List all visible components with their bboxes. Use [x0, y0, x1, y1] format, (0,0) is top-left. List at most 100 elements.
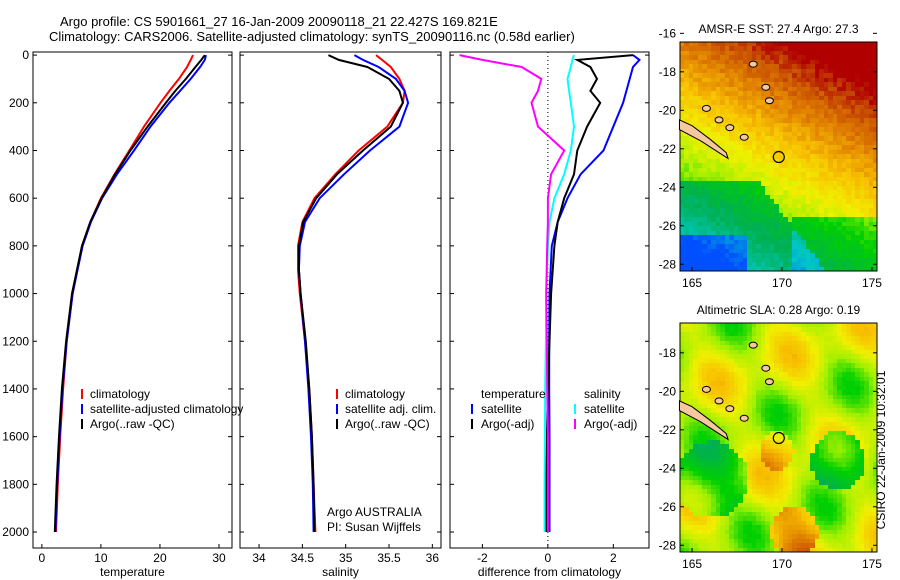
island: [739, 414, 749, 422]
y-tick-label: 2000: [2, 525, 29, 539]
island: [701, 385, 711, 393]
map-y-tick-label: -16: [659, 26, 677, 40]
map-y-tick-label: -28: [659, 257, 677, 271]
map-frame: [679, 41, 878, 272]
map-x-tick-label: 165: [682, 557, 702, 571]
map-x-tick-label: 175: [862, 557, 882, 571]
map-y-tick-label: -20: [659, 384, 677, 398]
map-y-tick-label: -22: [659, 423, 677, 437]
map-y-tick-label: -18: [659, 346, 677, 360]
legend-label: climatology: [90, 387, 150, 401]
x-tick-label: 35.5: [377, 551, 401, 565]
series-line-climatology: [55, 54, 194, 533]
map-y-tick-label: -28: [659, 538, 677, 552]
map-x-tick-label: 175: [862, 276, 882, 290]
series-line-temperature-satellite: [548, 54, 641, 532]
legend-label: Argo(..raw -QC): [345, 417, 430, 431]
map-y-tick-label: -20: [659, 103, 677, 117]
panel-frame-2: [449, 51, 650, 549]
map-x-tick-label: 170: [772, 276, 792, 290]
legend-label: Argo(-adj): [584, 417, 637, 431]
island: [748, 341, 758, 349]
annotation-line-2: PI: Susan Wijffels: [327, 520, 421, 534]
title-line-2: Climatology: CARS2006. Satellite-adjuste…: [49, 29, 575, 44]
island: [725, 405, 735, 413]
series-line-argo-raw-qc-: [297, 54, 404, 533]
x-tick-label: 0: [545, 551, 552, 565]
legend-group-title: salinity: [584, 387, 621, 401]
x-tick-label: 34: [252, 551, 266, 565]
y-tick-label: 1000: [2, 287, 29, 301]
island: [764, 97, 774, 105]
map-y-tick-label: -18: [659, 65, 677, 79]
panel-frame-1: [239, 51, 442, 549]
annotation-line-1: Argo AUSTRALIA: [327, 505, 422, 519]
sst-map-field: [680, 42, 877, 271]
x-axis-label: temperature: [100, 565, 165, 579]
legend-label: satellite: [481, 402, 522, 416]
x-tick-label: 35: [339, 551, 353, 565]
argo-float-marker: [772, 150, 785, 164]
y-tick-label: 400: [9, 143, 29, 157]
sla-map-field: [680, 323, 877, 552]
island: [701, 104, 711, 112]
map-y-tick-label: -24: [659, 461, 677, 475]
argo-float-marker: [772, 431, 785, 445]
series-line-argo-raw-qc-: [53, 54, 206, 533]
island: [748, 60, 758, 68]
legend-label: satellite: [584, 402, 625, 416]
island: [725, 124, 735, 132]
y-tick-label: 1200: [2, 334, 29, 348]
legend-label: climatology: [345, 387, 405, 401]
series-line-salinity-argo-adj-: [459, 54, 566, 532]
credit-text: CSIRO 22-Jan-2009 10:32:01: [874, 370, 888, 530]
y-tick-label: 600: [9, 191, 29, 205]
island: [714, 116, 724, 124]
y-tick-label: 1400: [2, 382, 29, 396]
y-tick-label: 1800: [2, 477, 29, 491]
legend-label: satellite-adjusted climatology: [90, 402, 243, 416]
x-tick-label: 34.5: [291, 551, 315, 565]
y-tick-label: 200: [9, 96, 29, 110]
x-axis-label: salinity: [322, 565, 359, 579]
y-tick-label: 800: [9, 239, 29, 253]
x-tick-label: -2: [477, 551, 488, 565]
panel-frame-0: [32, 51, 233, 549]
new-caledonia-land: [678, 119, 729, 160]
map-y-tick-label: -22: [659, 142, 677, 156]
x-tick-label: 30: [212, 551, 226, 565]
legend-label: Argo(-adj): [481, 417, 534, 431]
map-title: AMSR-E SST: 27.4 Argo: 27.3: [698, 22, 858, 36]
series-line-climatology: [297, 54, 406, 533]
map-frame: [679, 322, 878, 553]
map-x-tick-label: 170: [772, 557, 792, 571]
series-line-salinity-satellite: [543, 54, 576, 532]
map-y-tick-label: -26: [659, 500, 677, 514]
y-tick-label: 0: [22, 48, 29, 62]
island: [761, 83, 771, 91]
island: [714, 397, 724, 405]
title-line-1: Argo profile: CS 5901661_27 16-Jan-2009 …: [60, 14, 498, 29]
legend-label: Argo(..raw -QC): [90, 417, 175, 431]
legend-label: satellite adj. clim.: [345, 402, 436, 416]
map-y-tick-label: -24: [659, 180, 677, 194]
x-tick-label: 0: [39, 551, 46, 565]
island: [761, 364, 771, 372]
y-tick-label: 1600: [2, 430, 29, 444]
island: [764, 378, 774, 386]
legend-group-title: temperature: [481, 387, 546, 401]
series-line-temperature-argo-adj-: [545, 54, 634, 532]
x-tick-label: 36: [426, 551, 440, 565]
x-tick-label: 2: [610, 551, 617, 565]
map-title: Altimetric SLA: 0.28 Argo: 0.19: [697, 303, 861, 317]
map-y-tick-label: -26: [659, 219, 677, 233]
x-tick-label: 20: [153, 551, 167, 565]
series-line-satellite-adjusted-climatology: [54, 54, 207, 533]
x-axis-label: difference from climatology: [478, 565, 621, 579]
island: [739, 133, 749, 141]
new-caledonia-land: [678, 400, 729, 441]
x-tick-label: 10: [94, 551, 108, 565]
map-x-tick-label: 165: [682, 276, 702, 290]
